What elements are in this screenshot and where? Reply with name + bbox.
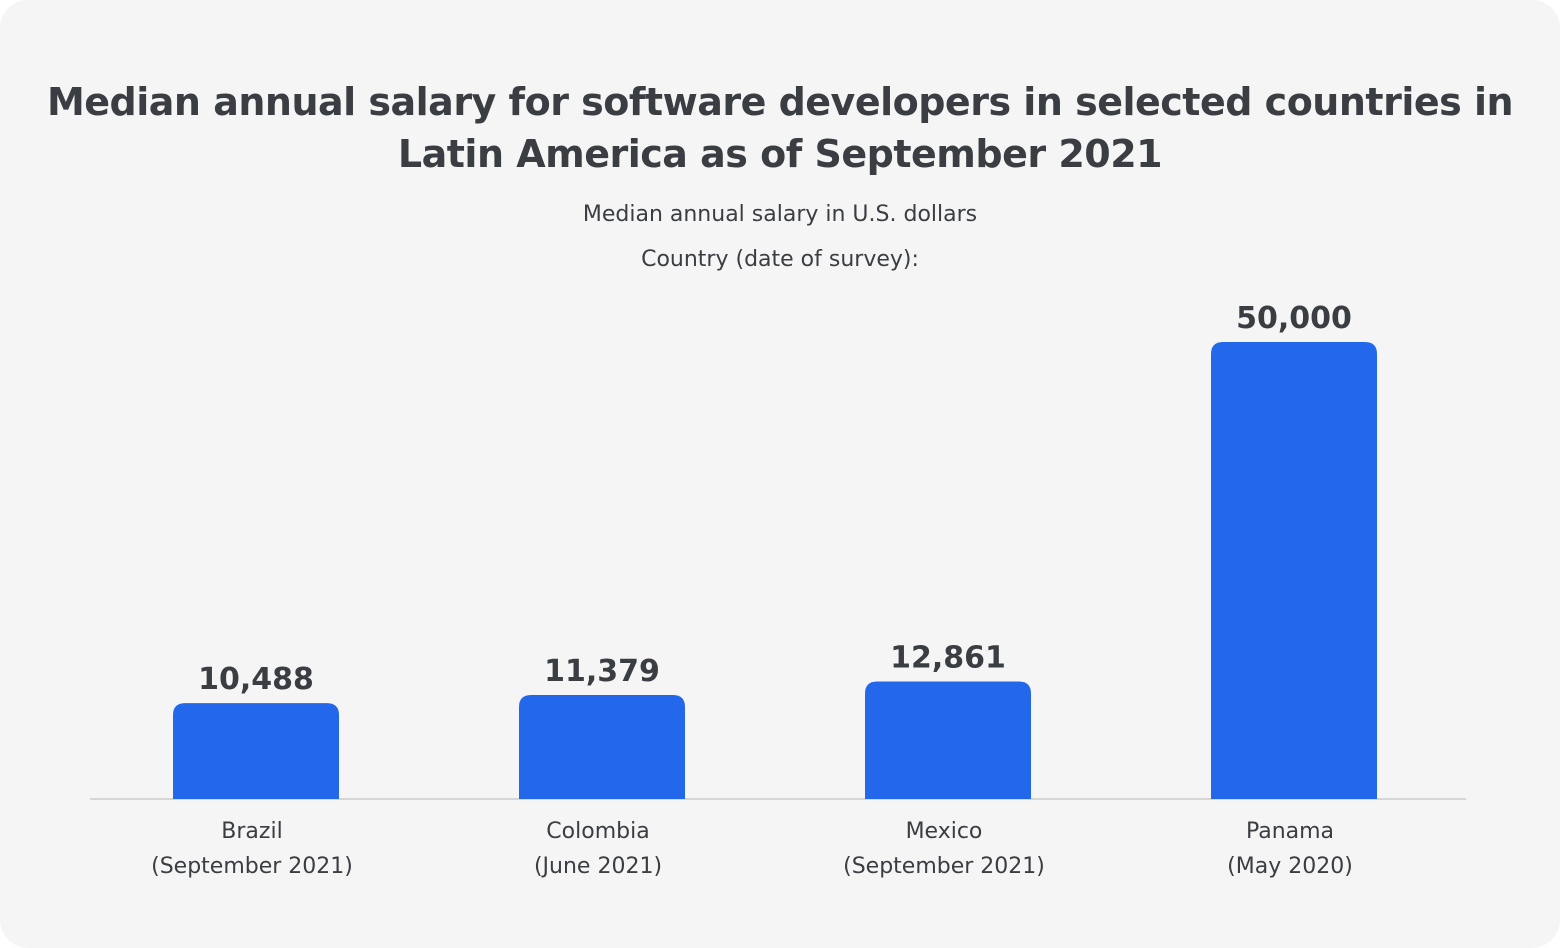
y-axis-label: Median annual salary in U.S. dollars	[582, 202, 978, 227]
bar	[173, 703, 339, 799]
chart-title: Median annual salary for software develo…	[46, 80, 1514, 176]
bar	[1211, 342, 1377, 799]
x-tick-label: Colombia	[546, 819, 649, 844]
data-label: 10,488	[198, 662, 314, 697]
bar	[519, 694, 685, 799]
x-tick-label: (May 2020)	[1227, 854, 1353, 879]
x-tick-label: Panama	[1246, 819, 1334, 844]
x-axis-label: Country (date of survey):	[641, 247, 919, 272]
x-tick-label: Brazil	[221, 819, 282, 844]
data-label: 11,379	[544, 654, 660, 689]
x-tick-label: (September 2021)	[843, 854, 1045, 879]
bar	[865, 681, 1031, 799]
x-tick-label: (June 2021)	[534, 854, 662, 879]
x-tick-label: Mexico	[906, 819, 983, 844]
data-label: 50,000	[1236, 301, 1352, 336]
data-label: 12,861	[890, 640, 1006, 675]
x-tick-label: (September 2021)	[151, 854, 353, 879]
